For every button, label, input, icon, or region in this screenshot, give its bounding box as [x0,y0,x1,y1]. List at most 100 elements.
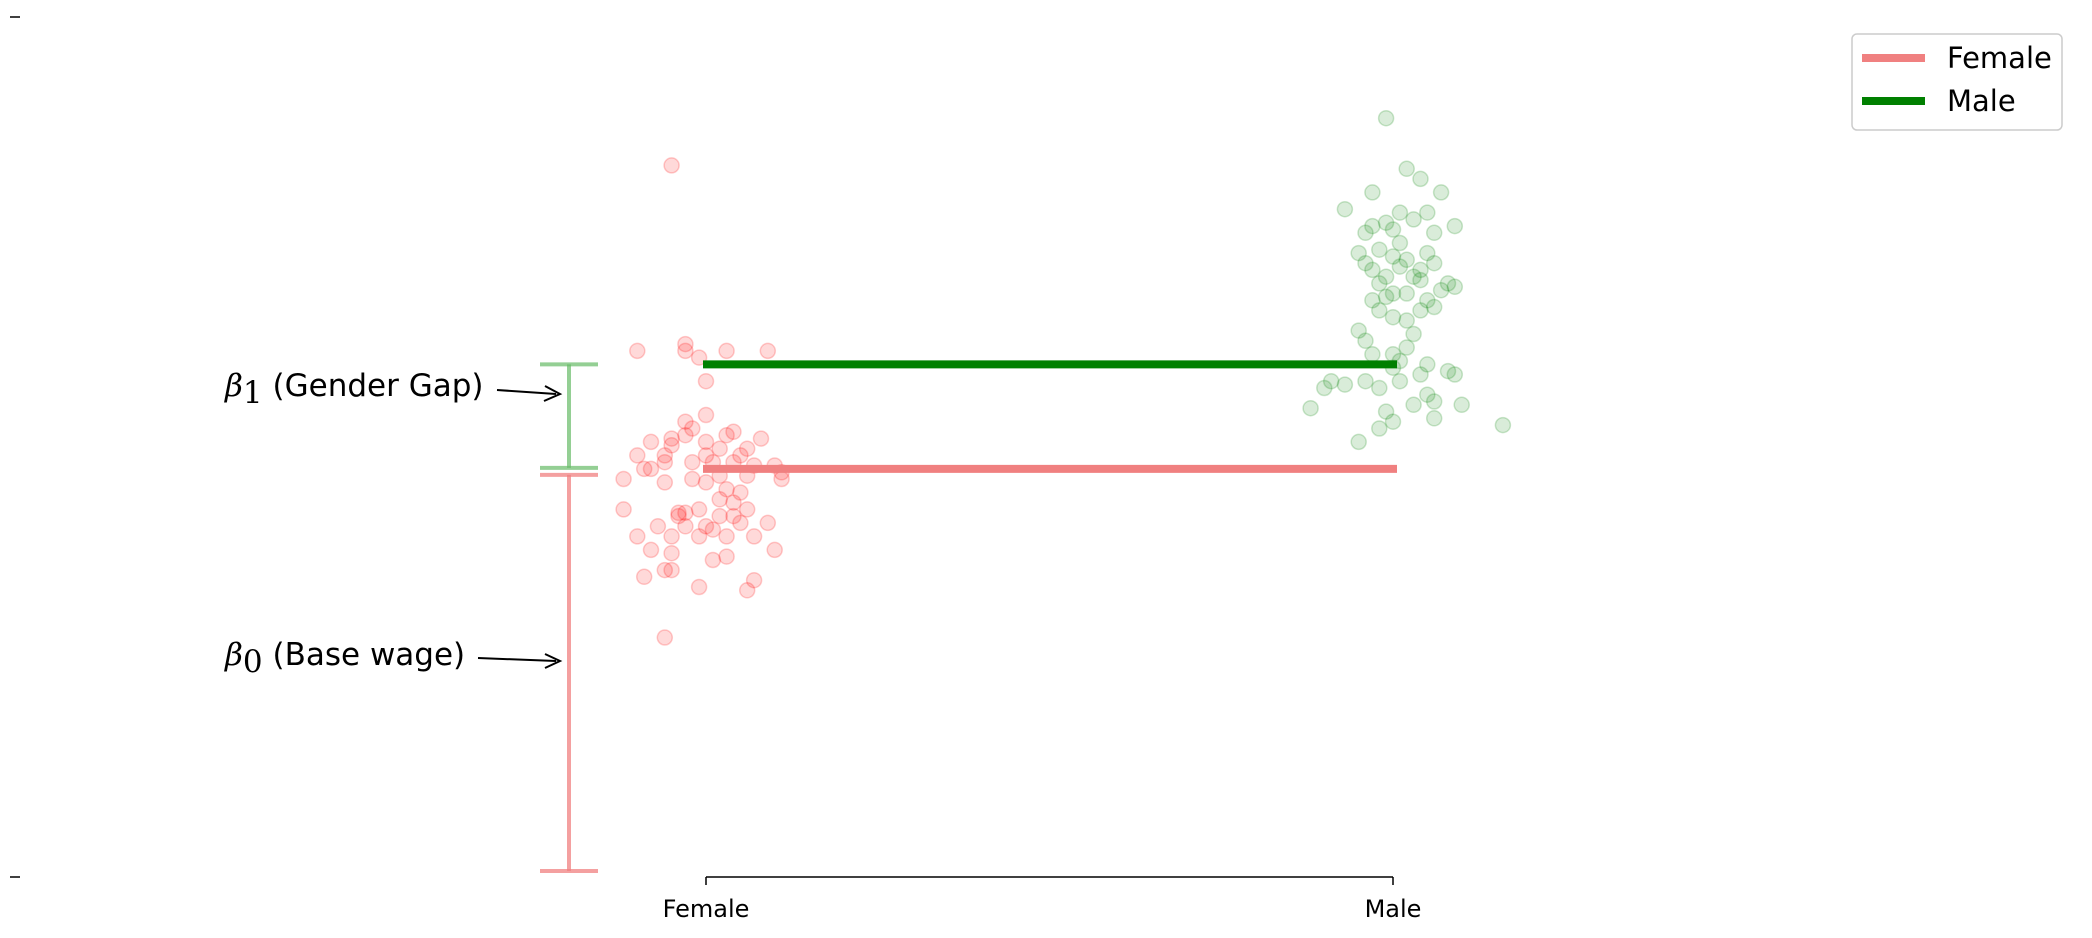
female-point [649,518,667,535]
male-point [1377,214,1395,231]
male-point [1419,356,1436,373]
female-point [677,413,694,430]
x-tick-label-female: Female [663,895,750,923]
female-point [690,578,708,596]
female-point [690,349,708,366]
beta1-arrow-line [496,389,557,395]
female-point [670,504,687,522]
male-point [1391,258,1409,275]
beta0-symbol: β [224,637,243,673]
male-point [1432,184,1450,201]
female-point [656,453,674,471]
female-point [738,501,756,518]
female-point [759,342,777,360]
male-point [1412,366,1429,383]
male-point [1398,251,1415,269]
female-point [725,494,742,511]
female-point [615,470,632,488]
female-point [725,423,742,441]
male-point [1446,278,1464,296]
male-point [1412,170,1429,188]
female-point [745,571,763,589]
male-point [1412,271,1429,289]
beta1-error-bar [540,362,598,470]
male-point [1446,217,1464,235]
female-point [704,551,722,569]
female-point [732,484,749,501]
male-point [1371,275,1388,292]
male-point [1371,420,1388,437]
female-point [684,420,701,437]
male-point [1419,204,1436,221]
female-point [697,447,715,464]
male-point [1391,372,1409,390]
male-point [1384,221,1402,238]
beta1-text: (Gender Gap) [263,368,484,404]
male-point [1371,379,1388,397]
female-point [677,426,694,444]
male-point [1371,302,1388,319]
male-point [1412,261,1429,279]
beta0-text: (Base wage) [263,637,465,673]
female-point [718,480,735,498]
female-point [718,342,735,360]
male-points [1302,109,1512,451]
female-point [738,582,756,599]
male-point [1384,248,1402,265]
female-point [635,460,653,478]
male-point [1336,200,1354,218]
female-point [670,507,687,525]
male-point [1322,372,1340,390]
female-point [656,474,674,491]
female-point [718,528,735,545]
male-point [1419,386,1436,403]
male-point [1419,292,1436,309]
female-point [677,504,694,522]
female-point [677,518,694,535]
female-point [732,447,749,464]
male-point [1432,281,1450,299]
male-point [1316,379,1333,397]
male-point [1384,413,1402,430]
male-point [1398,312,1415,329]
male-point [1384,308,1402,326]
female-point [663,430,680,447]
beta0-subscript: 0 [243,644,263,680]
female-point [642,541,660,559]
male-point [1405,325,1422,343]
female-point [697,406,715,424]
male-point [1377,109,1395,127]
female-point [615,501,632,518]
beta1-subscript: 1 [243,375,263,411]
male-point [1350,244,1367,262]
male-point [1350,433,1367,451]
female-point [677,335,694,353]
female-points [615,157,790,646]
female-point [642,460,660,478]
female-point [656,447,674,464]
female-point [773,470,790,488]
female-point [704,521,722,538]
female-point [684,453,701,471]
female-point [629,342,646,360]
male-point [1391,204,1409,221]
female-point [738,440,756,457]
male-point [1302,399,1319,417]
female-point [663,544,680,562]
male-point [1425,298,1443,316]
female-point [684,470,701,488]
male-point [1377,288,1395,306]
female-point [725,507,742,525]
male-point [1425,224,1443,242]
male-point [1364,217,1381,235]
legend: Female Male [1851,33,2063,131]
male-point [1377,403,1395,420]
female-point [663,528,680,545]
male-point [1405,268,1422,285]
male-point [1357,254,1374,272]
male-point [1357,332,1374,350]
female-point [718,548,735,565]
male-point [1439,362,1457,380]
female-point [656,629,674,646]
female-point [629,528,646,545]
